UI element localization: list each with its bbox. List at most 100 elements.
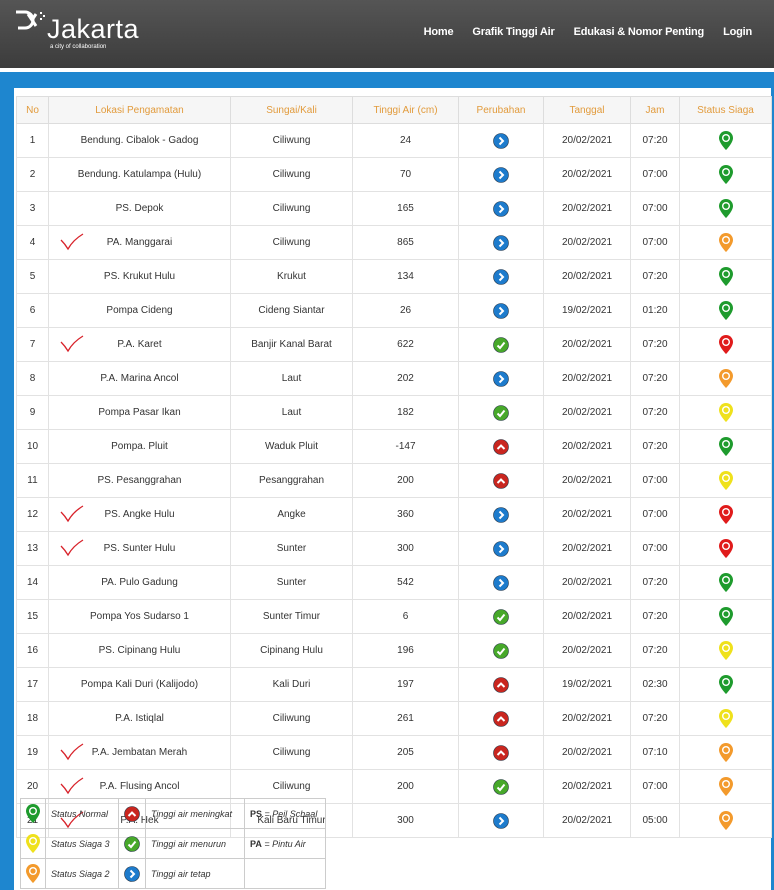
cell-date: 20/02/2021	[543, 395, 631, 430]
change-circle	[493, 574, 509, 591]
cell-level: 202	[352, 361, 459, 396]
status-pin	[26, 834, 40, 853]
nav-link[interactable]: Home	[423, 26, 454, 38]
cell-status	[679, 599, 772, 634]
table-row: 10 Pompa. Pluit Waduk Pluit -147 20/02/2021 0…	[16, 429, 772, 464]
change-circle	[493, 676, 509, 693]
location-text: Pompa. Pluit	[111, 441, 168, 452]
status-pin	[718, 743, 733, 762]
cell-date: 20/02/2021	[543, 429, 631, 464]
column-header: Lokasi Pengamatan	[48, 96, 231, 124]
location-text: Pompa Yos Sudarso 1	[90, 611, 189, 622]
table-row: 6 Pompa Cideng Cideng Siantar 26 19/02/2021 0…	[16, 293, 772, 328]
pin-dot	[30, 838, 36, 844]
cell-river: Ciliwung	[230, 701, 353, 736]
status-pin	[718, 777, 733, 796]
cell-change	[458, 123, 544, 158]
pin-dot	[722, 679, 729, 685]
change-glyph	[127, 840, 137, 848]
check-annotation	[60, 233, 84, 251]
nav-link[interactable]: Login	[723, 26, 752, 38]
table-row: 4 PA. Manggarai Ciliwung 865 20/02/2021 07:00	[16, 225, 772, 260]
change-icon	[493, 506, 509, 523]
pin-dot	[722, 339, 729, 345]
change-circle	[493, 540, 509, 557]
logo-icon	[16, 10, 45, 30]
change-glyph	[496, 613, 506, 621]
cell-no: 16	[16, 633, 49, 668]
cell-change	[458, 497, 544, 532]
cell-change	[458, 803, 544, 838]
nav-link[interactable]: Grafik Tinggi Air	[472, 26, 555, 38]
cell-no: 18	[16, 701, 49, 736]
location-text: P.A. Flusing Ancol	[99, 781, 180, 792]
cell-status	[679, 191, 772, 226]
cell-location: PS. Krukut Hulu	[48, 259, 231, 294]
status-pin	[718, 675, 733, 694]
cell-river: Sunter Timur	[230, 599, 353, 634]
change-glyph	[496, 715, 506, 722]
legend-abbr: PA = Pintu Air	[244, 828, 326, 859]
table-row: 14 PA. Pulo Gadung Sunter 542 20/02/2021 07:2…	[16, 565, 772, 600]
cell-level: 196	[352, 633, 459, 668]
pin-dot	[722, 611, 729, 617]
status-pin	[26, 864, 40, 883]
pin-dot	[722, 169, 729, 175]
check-annotation	[60, 539, 84, 557]
pin-dot	[722, 475, 729, 481]
cell-level: 300	[352, 803, 459, 838]
cell-no: 5	[16, 259, 49, 294]
legend-row: Status Normal Tinggi air meningkat PS = Pe…	[20, 798, 326, 829]
column-header: Sungai/Kali	[230, 96, 353, 124]
check-stroke	[60, 777, 84, 795]
cell-level: 134	[352, 259, 459, 294]
legend-change: Tinggi air tetap	[145, 858, 245, 889]
cell-time: 07:20	[630, 633, 680, 668]
location-text: PS. Angke Hulu	[104, 509, 175, 520]
table-row: 17 Pompa Kali Duri (Kalijodo) Kali Duri 197…	[16, 667, 772, 702]
location-text: Pompa Cideng	[106, 305, 173, 316]
change-icon	[493, 438, 509, 455]
cell-status	[679, 293, 772, 328]
legend-abbr: PS = Peil Schaal	[244, 798, 326, 829]
cell-level: 70	[352, 157, 459, 192]
table-row: 9 Pompa Pasar Ikan Laut 182 20/02/2021 07:20	[16, 395, 772, 430]
change-circle	[124, 865, 140, 882]
cell-change	[458, 429, 544, 464]
legend-status: Status Siaga 3	[45, 828, 119, 859]
change-icon	[493, 710, 509, 727]
cell-date: 19/02/2021	[543, 667, 631, 702]
cell-status	[679, 633, 772, 668]
change-circle	[493, 438, 509, 455]
cell-time: 07:00	[630, 157, 680, 192]
cell-change	[458, 361, 544, 396]
cell-change	[458, 463, 544, 498]
change-glyph	[498, 170, 505, 179]
cell-river: Sunter	[230, 565, 353, 600]
table-row: 16 PS. Cipinang Hulu Cipinang Hulu 196 20/02…	[16, 633, 772, 668]
column-header: No	[16, 96, 49, 124]
cell-level: 200	[352, 769, 459, 804]
cell-status	[679, 531, 772, 566]
change-glyph	[498, 238, 505, 247]
cell-status	[679, 769, 772, 804]
change-icon	[493, 404, 509, 421]
cell-location: PS. Sunter Hulu	[48, 531, 231, 566]
cell-date: 20/02/2021	[543, 599, 631, 634]
cell-river: Sunter	[230, 531, 353, 566]
cell-location: Pompa Cideng	[48, 293, 231, 328]
nav-link[interactable]: Edukasi & Nomor Penting	[573, 26, 705, 38]
cell-time: 07:00	[630, 191, 680, 226]
pin-dot	[722, 747, 729, 753]
cell-level: 6	[352, 599, 459, 634]
pin-dot	[30, 868, 36, 874]
status-pin	[718, 369, 733, 388]
change-icon	[493, 744, 509, 761]
cell-time: 01:20	[630, 293, 680, 328]
cell-level: 622	[352, 327, 459, 362]
table-row: 8 P.A. Marina Ancol Laut 202 20/02/2021 07:20	[16, 361, 772, 396]
change-glyph	[496, 341, 506, 349]
legend: Status Normal Tinggi air meningkat PS = Pe…	[20, 798, 326, 889]
